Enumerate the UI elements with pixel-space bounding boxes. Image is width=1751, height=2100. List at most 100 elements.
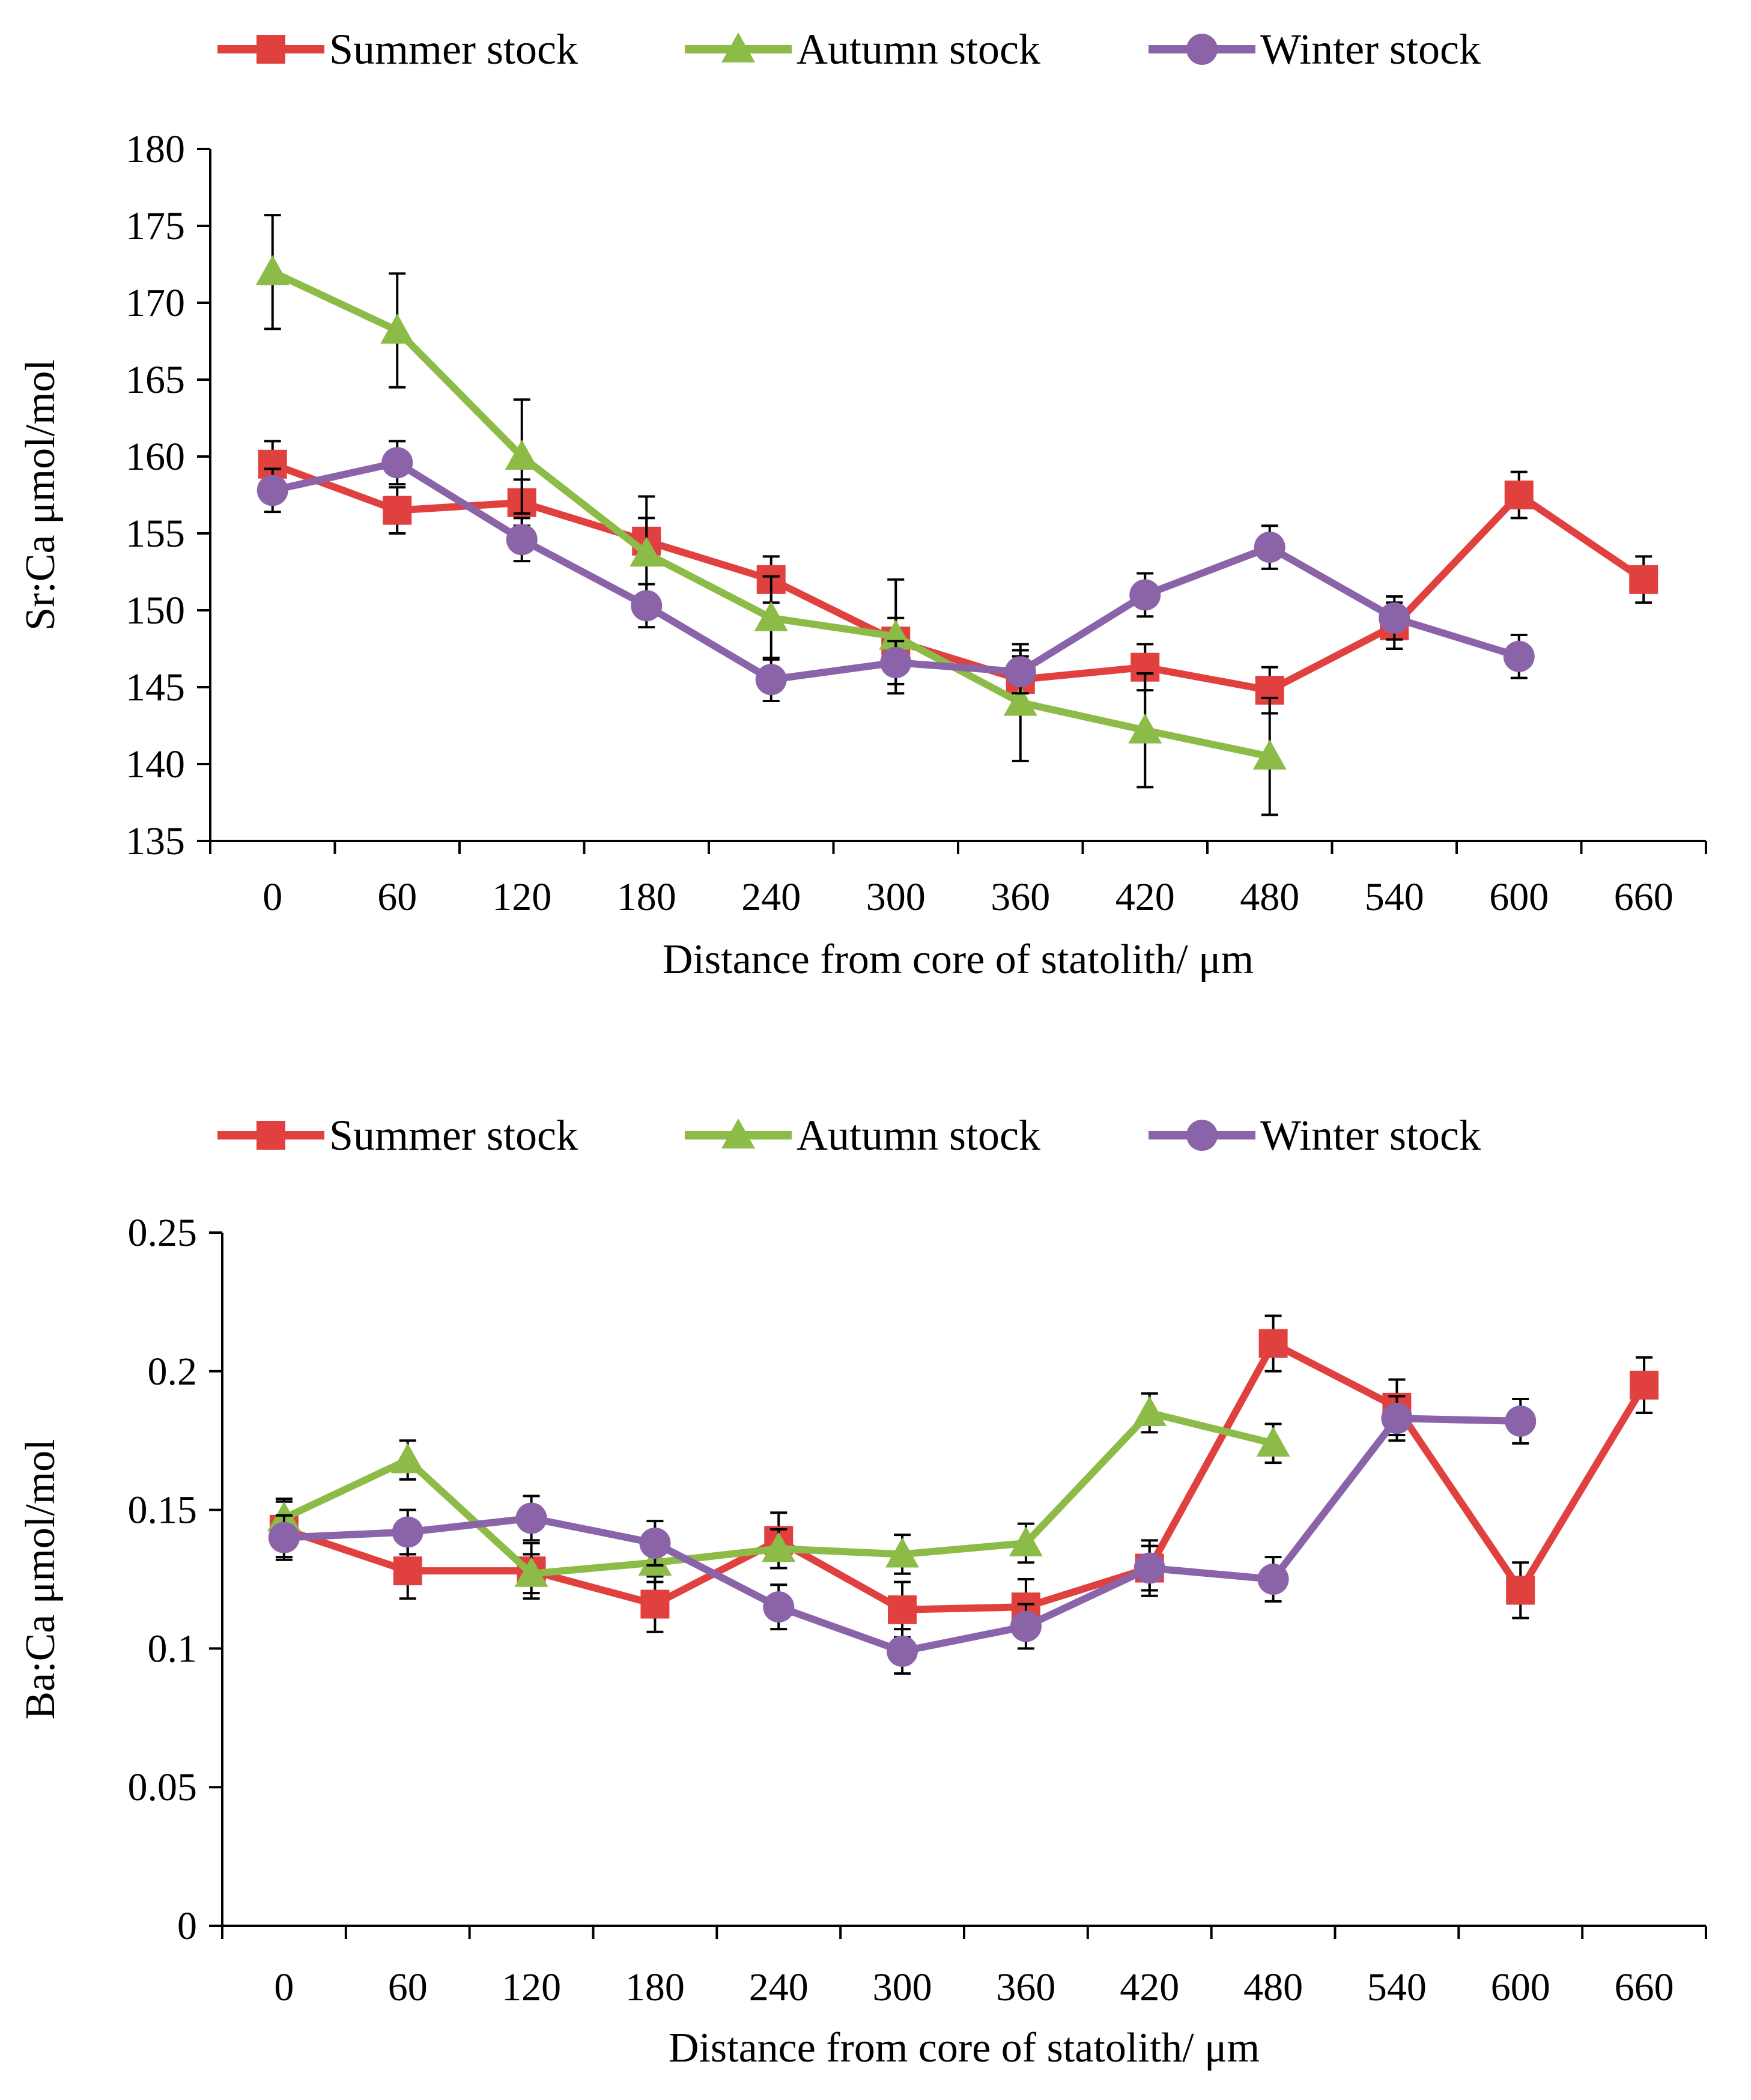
data-point xyxy=(1132,1396,1167,1427)
data-point xyxy=(630,536,664,567)
baca-x-tick-label: 60 xyxy=(388,1965,428,2009)
data-point xyxy=(268,1522,300,1553)
data-point xyxy=(1254,532,1285,563)
data-point xyxy=(505,440,539,470)
srca-y-tick-label: 175 xyxy=(126,204,185,248)
data-point xyxy=(639,1527,671,1559)
srca-y-axis-title: Sr:Ca μmol/mol xyxy=(17,359,64,631)
srca-x-tick-label: 600 xyxy=(1489,875,1549,919)
baca-y-axis-title: Ba:Ca μmol/mol xyxy=(17,1439,64,1719)
baca-legend-item: Winter stock xyxy=(1149,1111,1481,1159)
data-point xyxy=(1010,1610,1042,1642)
legend-marker xyxy=(721,1118,755,1149)
srca-y-tick-label: 150 xyxy=(126,589,185,633)
srca-y-tick-label: 165 xyxy=(126,358,185,402)
legend-marker xyxy=(1186,34,1218,65)
baca-x-tick-label: 0 xyxy=(274,1965,294,2009)
data-point xyxy=(640,1589,670,1619)
srca-chart: 135 140 145 150 155 160 165 170 175 180 0 60 120 180 2… xyxy=(17,25,1707,983)
srca-x-tick-label: 120 xyxy=(492,875,551,919)
baca-legend-item: Autumn stock xyxy=(685,1111,1040,1159)
baca-x-tick-label: 120 xyxy=(502,1965,561,2009)
data-point xyxy=(755,664,787,696)
srca-x-tick-label: 0 xyxy=(262,875,282,919)
series-line xyxy=(271,461,1646,694)
baca-x-axis-title: Distance from core of statolith/ μm xyxy=(669,2025,1260,2071)
srca-x-tick-label: 540 xyxy=(1365,875,1424,919)
baca-series-autumn-stock xyxy=(267,1392,1290,1595)
data-point xyxy=(1133,1552,1165,1584)
baca-x-tick-label: 420 xyxy=(1120,1965,1179,2009)
legend-label: Autumn stock xyxy=(797,1111,1040,1159)
data-point xyxy=(1381,1403,1413,1434)
data-point xyxy=(880,647,912,679)
data-point xyxy=(1503,640,1535,672)
data-point xyxy=(383,496,412,525)
srca-x-tick-label: 240 xyxy=(741,875,801,919)
srca-y-tick-label: 180 xyxy=(126,127,185,171)
legend-marker xyxy=(1186,1120,1218,1151)
srca-x-axis-title: Distance from core of statolith/ μm xyxy=(663,936,1254,983)
data-point xyxy=(1506,1576,1535,1605)
legend-label: Summer stock xyxy=(329,1111,578,1159)
baca-y-tick-label: 0.15 xyxy=(128,1489,198,1532)
baca-y-tick-label: 0 xyxy=(177,1904,197,1948)
baca-x-tick-label: 480 xyxy=(1243,1965,1303,2009)
data-point xyxy=(380,314,414,344)
baca-legend-item: Summer stock xyxy=(217,1111,578,1159)
data-point xyxy=(506,524,538,556)
data-point xyxy=(393,1556,422,1586)
data-point xyxy=(1379,602,1410,634)
baca-x-tick-label: 600 xyxy=(1491,1965,1550,2009)
baca-chart: 0 0.05 0.1 0.15 0.2 0.25 0 60 120 180 240 300 360 420… xyxy=(17,1111,1707,2071)
baca-x-tick-label: 660 xyxy=(1615,1965,1674,2009)
data-point xyxy=(255,255,290,285)
legend-label: Summer stock xyxy=(329,25,578,73)
srca-legend-item: Summer stock xyxy=(217,25,578,73)
baca-x-tick-label: 540 xyxy=(1367,1965,1427,2009)
legend-marker xyxy=(256,1121,285,1150)
srca-y-tick-label: 140 xyxy=(126,742,185,786)
data-point xyxy=(1003,685,1037,716)
baca-y-tick-label: 0.05 xyxy=(128,1765,198,1809)
legend-marker xyxy=(256,35,285,64)
srca-y-tick-label: 155 xyxy=(126,512,185,556)
srca-series-winter-stock xyxy=(256,440,1535,703)
srca-x-tick-label: 180 xyxy=(617,875,676,919)
baca-y-tick-label: 0.25 xyxy=(128,1211,198,1255)
srca-legend-item: Winter stock xyxy=(1149,25,1481,73)
data-point xyxy=(390,1443,425,1473)
srca-x-tick-label: 420 xyxy=(1115,875,1175,919)
srca-x-tick-label: 60 xyxy=(377,875,417,919)
data-point xyxy=(1505,1405,1537,1437)
srca-y-tick-label: 170 xyxy=(126,281,185,325)
data-point xyxy=(631,590,663,622)
baca-y-tick-label: 0.2 xyxy=(148,1350,198,1394)
srca-x-tick-label: 360 xyxy=(991,875,1050,919)
srca-series-autumn-stock xyxy=(255,214,1287,816)
baca-x-tick-label: 180 xyxy=(625,1965,685,2009)
baca-series-summer-stock xyxy=(269,1314,1659,1639)
data-point xyxy=(1128,713,1162,744)
baca-x-tick-label: 240 xyxy=(749,1965,809,2009)
data-point xyxy=(1257,1564,1289,1595)
data-point xyxy=(381,447,413,479)
legend-label: Winter stock xyxy=(1260,25,1481,73)
baca-y-tick-label: 0.1 xyxy=(148,1627,198,1671)
legend-label: Autumn stock xyxy=(797,25,1040,73)
data-point xyxy=(763,1591,795,1623)
baca-series-winter-stock xyxy=(268,1395,1537,1675)
data-point xyxy=(1629,565,1658,594)
legend-label: Winter stock xyxy=(1260,1111,1481,1159)
data-point xyxy=(515,1502,547,1534)
srca-x-tick-label: 480 xyxy=(1240,875,1299,919)
srca-legend-item: Autumn stock xyxy=(685,25,1040,73)
srca-y-tick-label: 160 xyxy=(126,435,185,479)
data-point xyxy=(392,1516,423,1548)
data-point xyxy=(888,1595,917,1624)
data-point xyxy=(885,1537,920,1568)
data-point xyxy=(1009,1526,1043,1556)
series-line xyxy=(283,1340,1648,1613)
data-point xyxy=(1252,739,1287,770)
